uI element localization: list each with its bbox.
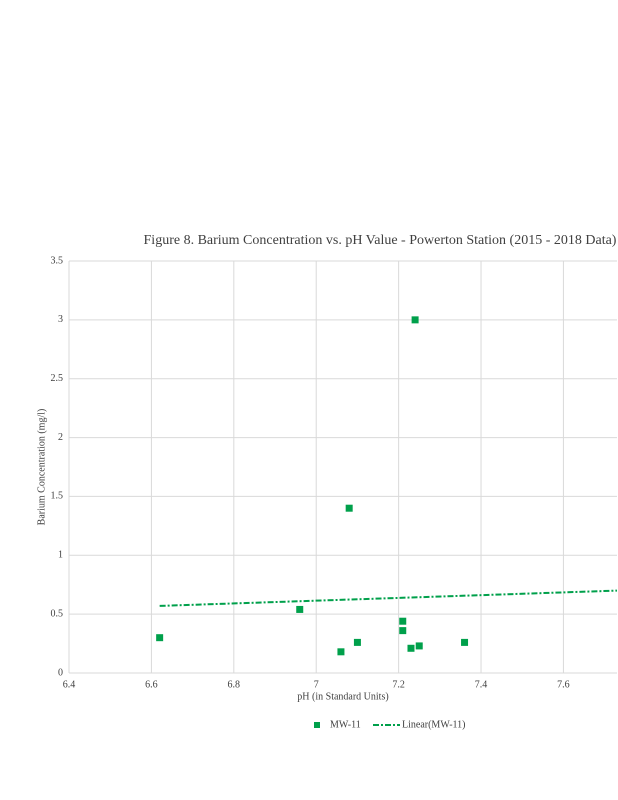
point: [415, 642, 423, 650]
y-tick-label: 2: [58, 432, 63, 443]
x-tick-label: 7.2: [392, 679, 405, 690]
legend-swatch: [314, 722, 320, 728]
x-tick-label: 6.4: [63, 679, 76, 690]
y-tick-label: 0: [58, 667, 63, 678]
y-tick-label: 1.5: [51, 491, 64, 502]
point: [461, 638, 469, 646]
y-tick-label: 1: [58, 550, 63, 561]
y-tick-label: 0.5: [51, 608, 64, 619]
point: [407, 644, 415, 652]
y-tick-label: 3: [58, 314, 63, 325]
point: [411, 316, 419, 324]
x-tick-label: 7.6: [557, 679, 570, 690]
x-axis-label: pH (in Standard Units): [297, 691, 388, 702]
x-tick-label: 7: [314, 679, 319, 690]
x-tick-label: 6.6: [145, 679, 158, 690]
legend-label: Linear(MW-11): [402, 719, 466, 730]
legend-label: MW-11: [330, 719, 361, 730]
point: [353, 638, 361, 646]
y-tick-label: 3.5: [51, 255, 64, 266]
point: [296, 605, 304, 613]
chart-title: Figure 8. Barium Concentration vs. pH Va…: [144, 233, 617, 248]
point: [399, 617, 407, 625]
point: [337, 648, 345, 656]
trendline: [159, 589, 618, 607]
point: [156, 634, 164, 642]
y-axis-label: Barium Concentration (mg/l): [36, 409, 47, 526]
point: [399, 627, 407, 635]
x-tick-label: 6.8: [228, 679, 241, 690]
y-tick-label: 2.5: [51, 373, 64, 384]
x-tick-label: 7.4: [475, 679, 488, 690]
point: [345, 504, 353, 512]
